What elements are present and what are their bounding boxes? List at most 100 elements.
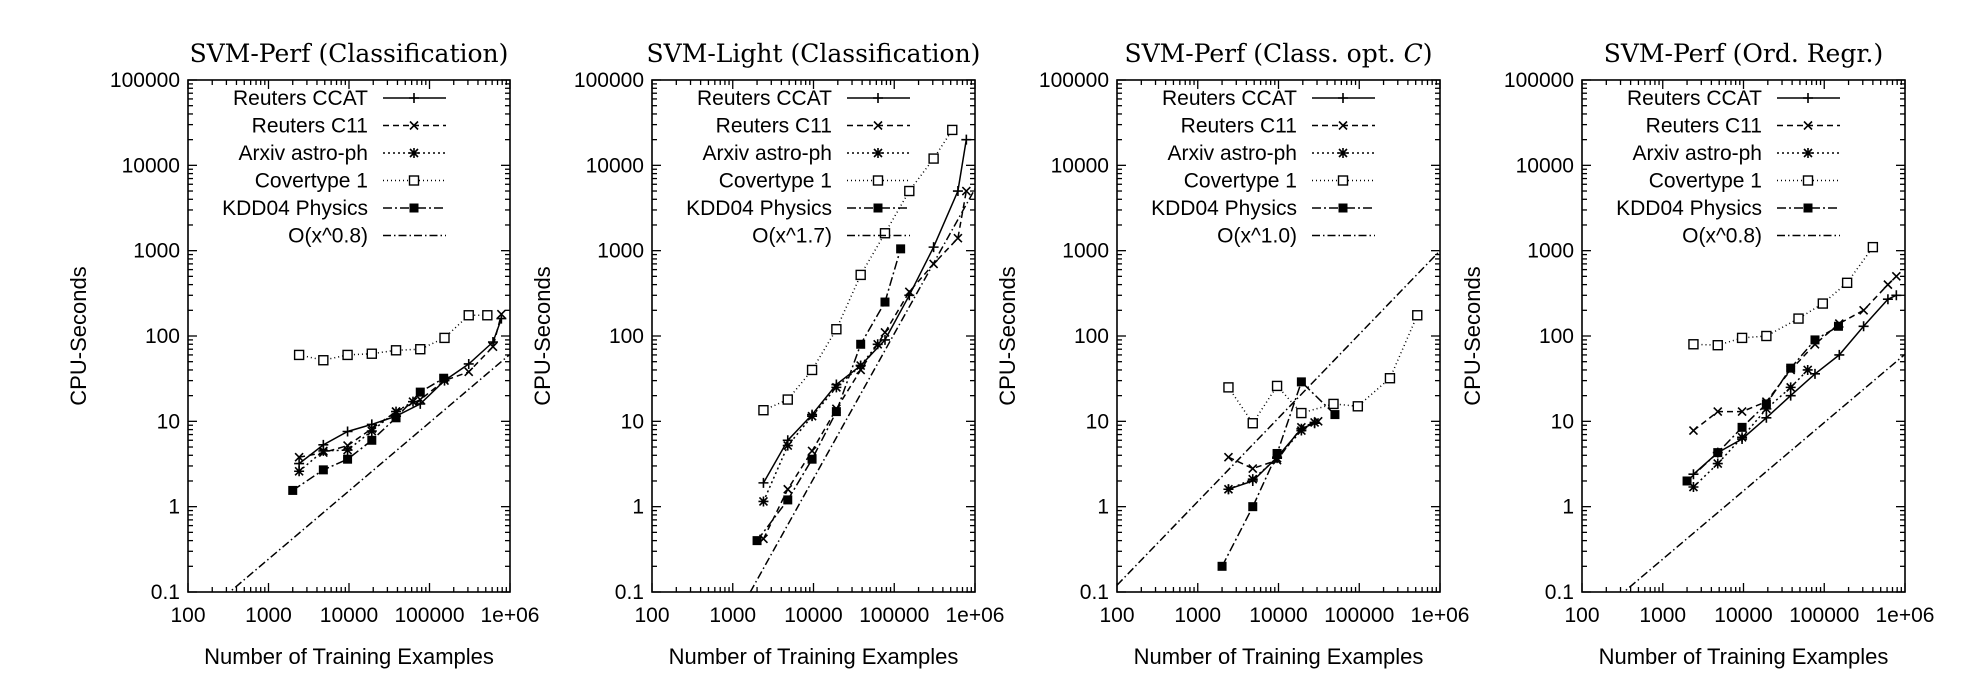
data-point bbox=[482, 310, 493, 321]
y-tick-label: 100 bbox=[1074, 325, 1109, 348]
chart-panel-1: SVM-Perf (Classification)100 1000 10000 100… bbox=[66, 39, 539, 669]
data-point bbox=[904, 287, 914, 297]
data-point bbox=[1682, 476, 1692, 486]
legend-label: O(x^0.8) bbox=[288, 225, 368, 248]
x-tick-label: 10000 bbox=[784, 604, 842, 627]
y-tick-label: 10 bbox=[1551, 410, 1574, 433]
data-point bbox=[758, 477, 769, 488]
y-axis-label: CPU-Seconds bbox=[530, 266, 555, 405]
y-tick-label: 0.1 bbox=[151, 581, 180, 604]
data-point bbox=[961, 186, 971, 196]
data-point bbox=[1247, 418, 1258, 429]
data-point bbox=[782, 394, 793, 405]
chart-title: SVM-Perf (Classification) bbox=[190, 39, 509, 68]
y-tick-label: 1000 bbox=[133, 240, 180, 263]
series-line bbox=[298, 314, 503, 458]
data-point bbox=[1223, 382, 1234, 393]
x-tick-label: 100000 bbox=[394, 604, 464, 627]
x-tick-label: 1000 bbox=[1639, 604, 1686, 627]
x-tick-label: 100000 bbox=[859, 604, 929, 627]
data-point bbox=[1736, 332, 1748, 344]
data-point bbox=[1810, 335, 1820, 345]
data-point bbox=[1867, 241, 1879, 253]
data-point bbox=[1412, 310, 1423, 321]
y-tick-label: 100000 bbox=[1504, 69, 1574, 92]
legend-marker bbox=[408, 175, 420, 186]
x-tick-label: 1e+06 bbox=[946, 604, 1005, 627]
chart-title: SVM-Perf (Class. opt. C) bbox=[1124, 39, 1432, 68]
series-line bbox=[1622, 353, 1905, 592]
data-point bbox=[831, 382, 842, 393]
y-tick-label: 100 bbox=[609, 325, 644, 348]
data-point bbox=[1834, 349, 1845, 360]
data-point bbox=[439, 332, 450, 344]
data-point bbox=[496, 309, 506, 319]
y-tick-label: 100 bbox=[1539, 325, 1574, 348]
legend-label: O(x^1.0) bbox=[1217, 225, 1297, 248]
data-point bbox=[1761, 403, 1772, 414]
data-point bbox=[758, 405, 769, 416]
data-point bbox=[879, 334, 890, 345]
legend-marker bbox=[1802, 175, 1814, 186]
legend-label: KDD04 Physics bbox=[686, 197, 832, 220]
data-point bbox=[896, 244, 906, 254]
series-line bbox=[1227, 315, 1418, 425]
data-point bbox=[1737, 422, 1747, 432]
data-point bbox=[1882, 294, 1893, 305]
legend-marker bbox=[1803, 148, 1813, 158]
data-point bbox=[1737, 407, 1747, 417]
legend-label: Reuters C11 bbox=[1181, 115, 1297, 138]
x-tick-label: 100000 bbox=[1789, 604, 1859, 627]
x-tick-label: 100 bbox=[1099, 604, 1134, 627]
series-line bbox=[298, 318, 503, 465]
data-point bbox=[1712, 458, 1723, 469]
chart-panel-3: SVM-Perf (Class. opt. C)100 1000 10000 1000… bbox=[995, 39, 1469, 669]
data-point bbox=[783, 484, 793, 494]
data-point bbox=[855, 269, 866, 281]
y-tick-label: 0.1 bbox=[615, 581, 644, 604]
data-point bbox=[1786, 363, 1796, 373]
legend-marker bbox=[409, 120, 419, 131]
data-point bbox=[1891, 271, 1901, 281]
legend-label: Arxiv astro-ph bbox=[1167, 142, 1297, 165]
data-point bbox=[390, 345, 402, 356]
data-point bbox=[1223, 484, 1234, 495]
legend-label: Covertype 1 bbox=[1184, 170, 1297, 193]
data-point bbox=[880, 297, 890, 307]
x-tick-label: 10000 bbox=[1714, 604, 1772, 627]
series-group bbox=[749, 124, 975, 592]
data-point bbox=[807, 454, 817, 464]
legend-label: Reuters CCAT bbox=[1627, 87, 1762, 110]
legend-label: Covertype 1 bbox=[719, 170, 832, 193]
y-tick-label: 100 bbox=[145, 325, 180, 348]
data-point bbox=[928, 242, 939, 253]
data-point bbox=[806, 364, 818, 376]
legend-marker bbox=[409, 203, 419, 213]
legend-marker bbox=[873, 93, 883, 103]
data-point bbox=[1712, 340, 1723, 351]
data-point bbox=[294, 466, 305, 477]
data-point bbox=[783, 495, 793, 505]
data-point bbox=[1352, 401, 1364, 412]
data-point bbox=[752, 536, 762, 546]
data-point bbox=[1688, 482, 1699, 493]
data-point bbox=[439, 373, 449, 383]
y-tick-label: 1000 bbox=[1062, 240, 1109, 263]
legend-label: Reuters C11 bbox=[252, 115, 368, 138]
y-tick-label: 0.1 bbox=[1080, 581, 1109, 604]
data-point bbox=[1328, 398, 1339, 410]
chart-title: SVM-Light (Classification) bbox=[647, 39, 981, 68]
legend-marker bbox=[1338, 93, 1348, 103]
y-axis-label: CPU-Seconds bbox=[1460, 266, 1485, 405]
legend-marker bbox=[1803, 120, 1813, 131]
legend-marker bbox=[1803, 203, 1813, 213]
x-tick-label: 1e+06 bbox=[481, 604, 540, 627]
series-line bbox=[762, 139, 968, 484]
data-point bbox=[1217, 561, 1227, 571]
legend-label: KDD04 Physics bbox=[222, 197, 368, 220]
x-axis-label: Number of Training Examples bbox=[1599, 644, 1889, 669]
x-axis-label: Number of Training Examples bbox=[204, 644, 494, 669]
data-point bbox=[1688, 469, 1699, 480]
data-point bbox=[391, 406, 402, 417]
